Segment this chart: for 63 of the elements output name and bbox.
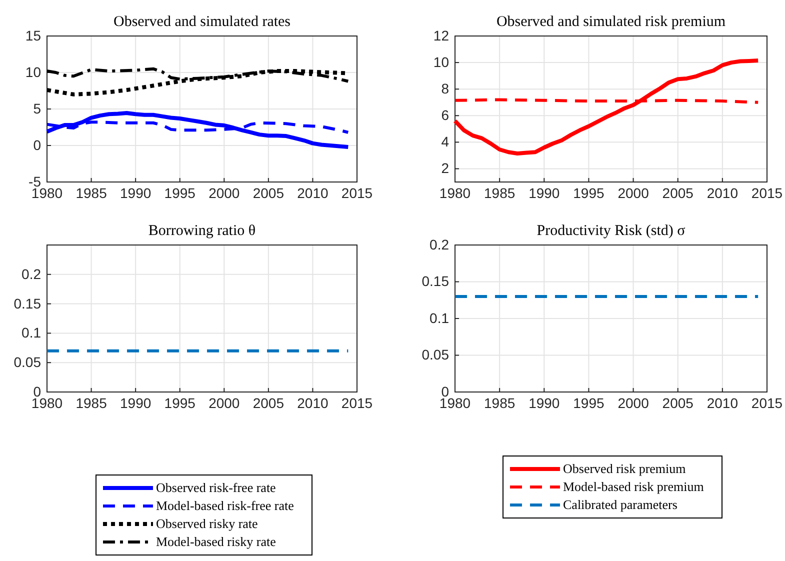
- y-tick-label: 5: [33, 100, 42, 116]
- y-tick-label: 10: [433, 54, 450, 70]
- y-tick-label: 15: [25, 27, 42, 44]
- legend-label: Model-based risk premium: [563, 479, 704, 494]
- x-tick-label: 2015: [751, 184, 783, 201]
- x-tick-label: 2005: [662, 184, 694, 201]
- line-series: [45, 111, 350, 149]
- x-tick-label: 2015: [751, 394, 783, 411]
- x-tick-label: 2005: [252, 184, 284, 201]
- x-tick-label: 1985: [76, 184, 108, 201]
- y-tick-label: -5: [28, 173, 42, 190]
- y-tick-label: 4: [441, 134, 450, 150]
- y-tick-label: 0.1: [22, 324, 42, 341]
- line-series: [453, 58, 760, 156]
- y-tick-label: 0.2: [430, 236, 450, 252]
- x-tick-label: 1985: [484, 184, 516, 201]
- x-tick-label: 1990: [120, 184, 152, 201]
- chart-title: Observed and simulated rates: [113, 14, 291, 30]
- legend-label: Observed risky rate: [156, 516, 258, 531]
- y-tick-label: 0.15: [14, 295, 42, 312]
- x-tick-label: 2000: [208, 394, 240, 411]
- y-tick-label: 0.05: [14, 354, 42, 370]
- x-tick-label: 1995: [573, 184, 604, 201]
- x-tick-label: 1995: [164, 184, 196, 201]
- x-tick-label: 1990: [120, 394, 152, 411]
- x-tick-label: 2005: [252, 394, 284, 411]
- x-tick-label: 2000: [618, 394, 650, 411]
- y-tick-label: 6: [441, 107, 450, 124]
- x-tick-label: 2000: [208, 184, 240, 201]
- y-tick-label: 0.1: [430, 310, 450, 326]
- x-tick-label: 2010: [297, 394, 328, 411]
- legend-label: Calibrated parameters: [563, 497, 678, 512]
- x-tick-label: 2010: [297, 184, 328, 201]
- y-tick-label: 2: [441, 160, 450, 176]
- y-tick-label: 0: [33, 383, 42, 400]
- legend-label: Model-based risk-free rate: [156, 498, 294, 513]
- x-tick-label: 1990: [528, 394, 560, 411]
- x-tick-label: 1990: [528, 184, 560, 201]
- x-tick-label: 2010: [706, 184, 738, 201]
- x-tick-label: 1985: [484, 394, 516, 411]
- legend-label: Observed risk premium: [563, 461, 686, 476]
- x-tick-label: 2015: [341, 394, 373, 411]
- y-tick-label: 0.05: [422, 346, 450, 363]
- x-tick-label: 1980: [439, 184, 471, 201]
- y-tick-label: 12: [433, 27, 450, 44]
- y-tick-label: 10: [25, 64, 42, 80]
- y-tick-label: 0.15: [422, 273, 450, 290]
- legend-label: Model-based risky rate: [156, 534, 276, 549]
- chart-title: Observed and simulated risk premium: [496, 14, 726, 30]
- x-tick-label: 1995: [164, 394, 196, 411]
- y-tick-label: 0.2: [22, 266, 42, 282]
- x-tick-label: 2000: [618, 184, 650, 201]
- chart-title: Borrowing ratio θ: [148, 223, 256, 239]
- x-tick-label: 1985: [76, 394, 108, 411]
- chart-title: Productivity Risk (std) σ: [536, 223, 686, 239]
- x-tick-label: 2015: [341, 184, 373, 201]
- y-tick-label: 0: [33, 136, 42, 153]
- y-tick-label: 0: [441, 383, 450, 400]
- y-tick-label: 8: [441, 80, 450, 97]
- x-tick-label: 2010: [706, 394, 738, 411]
- x-tick-label: 1995: [573, 394, 604, 411]
- legend-label: Observed risk-free rate: [156, 480, 276, 495]
- x-tick-label: 2005: [662, 394, 694, 411]
